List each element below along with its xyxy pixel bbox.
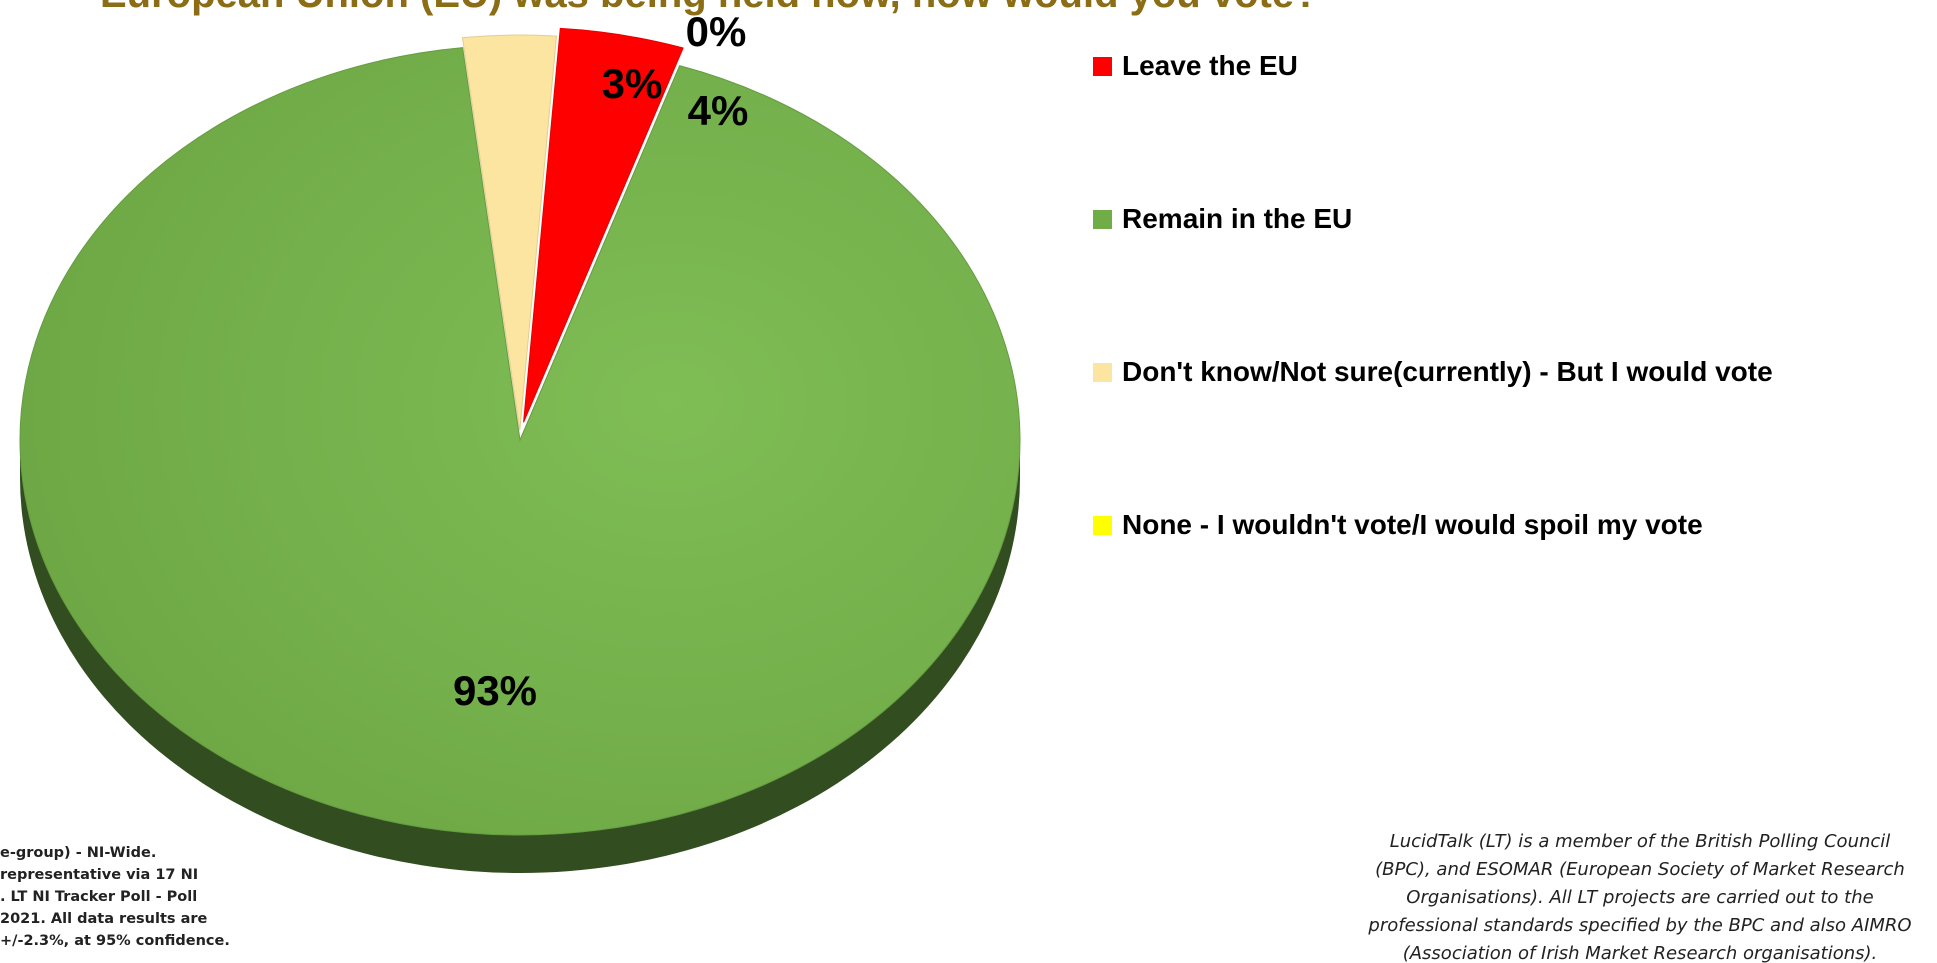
methodology-note-line: . LT NI Tracker Poll - Poll — [0, 889, 198, 905]
disclaimer-note: LucidTalk (LT) is a member of the Britis… — [1340, 828, 1937, 963]
methodology-note: e-group) - NI-Wide. representative via 17… — [0, 842, 240, 952]
legend-item-don-t-know-not-sure-currently-but-i-would-vote: Don't know/Not sure(currently) - But I w… — [1093, 356, 1773, 388]
slice-remain-in-the-eu — [19, 47, 1021, 836]
slice-leave-the-eu — [523, 27, 684, 423]
legend-swatch — [1093, 515, 1112, 535]
methodology-note-line: +/-2.3%, at 95% confidence. — [0, 933, 230, 949]
disclaimer-note-line: (Association of Irish Market Research or… — [1402, 943, 1878, 963]
disclaimer-note-line: professional standards specified by the … — [1368, 915, 1912, 936]
legend-label: Remain in the EU — [1122, 203, 1353, 234]
data-label-don-t-know-not-sure-currently-but-i-would-vote: 3% — [602, 60, 663, 107]
chart-title: European Union (EU) was being held now, … — [100, 0, 1319, 17]
methodology-note-line: 2021. All data results are — [0, 911, 208, 927]
legend-swatch — [1093, 56, 1112, 76]
legend-item-remain-in-the-eu: Remain in the EU — [1093, 203, 1352, 235]
legend-item-leave-the-eu: Leave the EU — [1093, 50, 1298, 82]
legend-label: Leave the EU — [1122, 50, 1298, 81]
methodology-note-line: e-group) - NI-Wide. — [0, 845, 157, 861]
data-label-none-i-wouldn-t-vote-i-would-spoil-my-vote: 0% — [686, 8, 747, 55]
slice-don-t-know-not-sure-currently-but-i-would-vote — [461, 34, 558, 431]
legend-item-none-i-wouldn-t-vote-i-would-spoil-my-vote: None - I wouldn't vote/I would spoil my … — [1093, 509, 1703, 541]
legend-label: Don't know/Not sure(currently) - But I w… — [1122, 356, 1773, 387]
disclaimer-note-line: Organisations). All LT projects are carr… — [1406, 887, 1874, 908]
data-label-remain-in-the-eu: 93% — [453, 667, 537, 714]
methodology-note-line: representative via 17 NI — [0, 867, 199, 883]
disclaimer-note-line: (BPC), and ESOMAR (European Society of M… — [1375, 859, 1905, 880]
data-label-leave-the-eu: 4% — [688, 87, 749, 134]
legend-label: None - I wouldn't vote/I would spoil my … — [1122, 509, 1703, 540]
legend-swatch — [1093, 362, 1112, 382]
disclaimer-note-line: LucidTalk (LT) is a member of the Britis… — [1389, 831, 1891, 852]
legend-swatch — [1093, 209, 1112, 229]
